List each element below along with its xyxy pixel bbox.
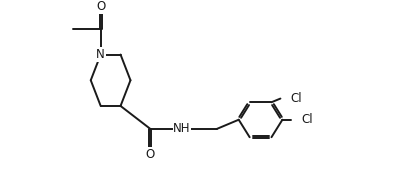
Text: O: O <box>96 0 105 13</box>
Text: Cl: Cl <box>290 92 302 105</box>
Text: NH: NH <box>173 122 191 135</box>
Text: Cl: Cl <box>301 113 313 126</box>
Text: N: N <box>96 48 105 61</box>
Text: O: O <box>146 148 155 161</box>
